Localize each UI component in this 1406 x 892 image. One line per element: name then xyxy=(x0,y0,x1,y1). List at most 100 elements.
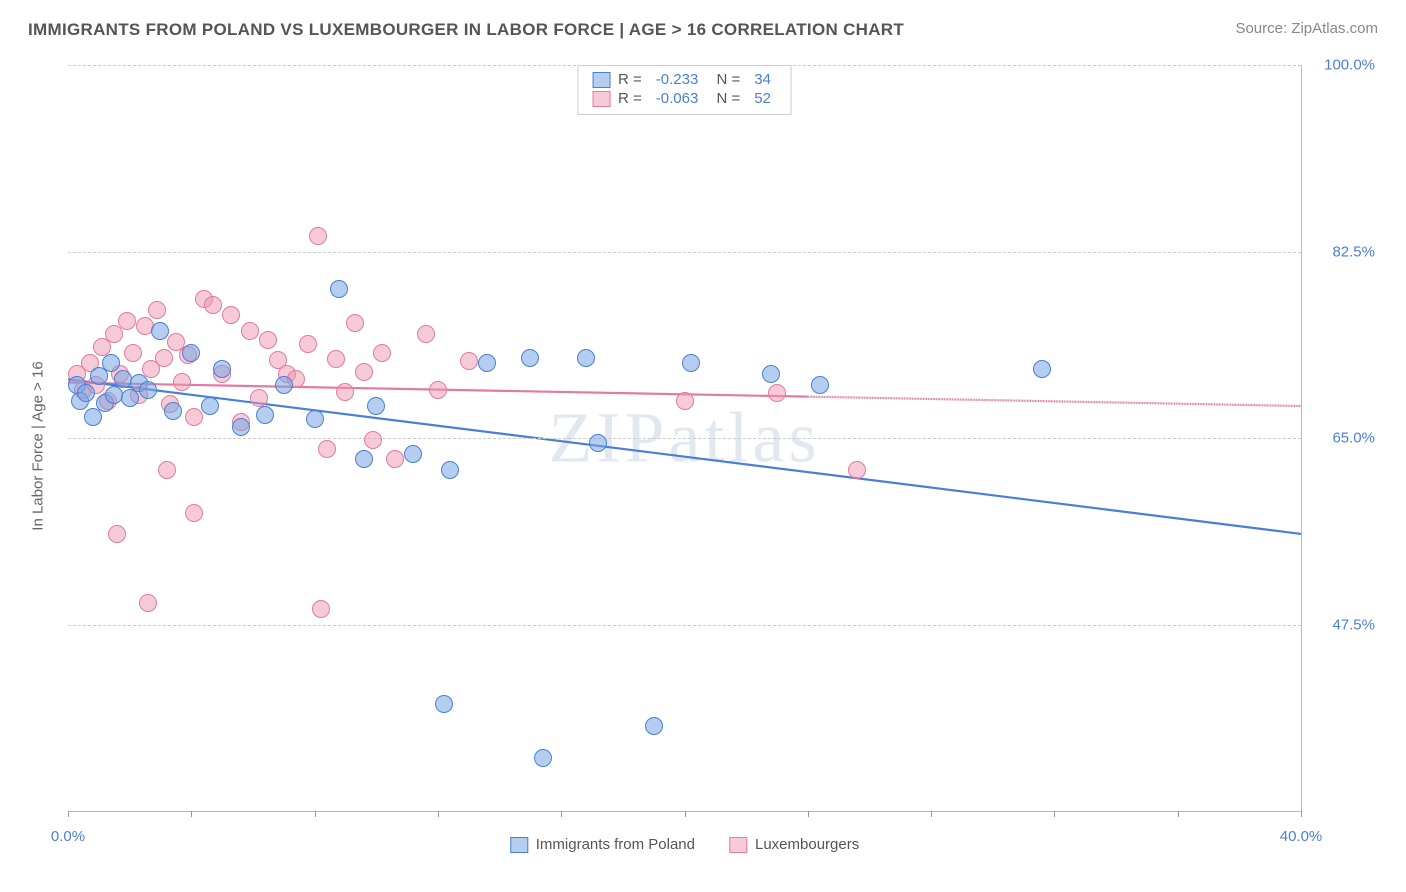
scatter-point-b xyxy=(346,314,364,332)
x-tick xyxy=(808,811,809,817)
scatter-point-b xyxy=(158,461,176,479)
legend-swatch xyxy=(592,91,610,107)
chart-title: IMMIGRANTS FROM POLAND VS LUXEMBOURGER I… xyxy=(28,20,904,40)
scatter-point-a xyxy=(404,445,422,463)
scatter-point-a xyxy=(811,376,829,394)
x-tick xyxy=(1178,811,1179,817)
scatter-point-b xyxy=(139,594,157,612)
scatter-point-a xyxy=(589,434,607,452)
scatter-point-b xyxy=(185,504,203,522)
scatter-point-b xyxy=(259,331,277,349)
scatter-point-b xyxy=(429,381,447,399)
scatter-point-a xyxy=(682,354,700,372)
scatter-point-b xyxy=(173,373,191,391)
scatter-point-b xyxy=(124,344,142,362)
scatter-point-a xyxy=(306,410,324,428)
scatter-point-b xyxy=(373,344,391,362)
scatter-point-b xyxy=(118,312,136,330)
scatter-point-a xyxy=(213,360,231,378)
scatter-point-b xyxy=(460,352,478,370)
scatter-point-b xyxy=(318,440,336,458)
x-tick xyxy=(315,811,316,817)
chart-container: IMMIGRANTS FROM POLAND VS LUXEMBOURGER I… xyxy=(20,20,1386,872)
scatter-point-a xyxy=(762,365,780,383)
n-label: N = xyxy=(712,90,740,107)
scatter-point-a xyxy=(534,749,552,767)
n-label: N = xyxy=(712,71,740,88)
scatter-point-a xyxy=(645,717,663,735)
scatter-point-b xyxy=(222,306,240,324)
scatter-point-a xyxy=(182,344,200,362)
x-tick xyxy=(1301,811,1302,817)
scatter-point-b xyxy=(204,296,222,314)
y-tick-label: 82.5% xyxy=(1309,243,1375,260)
trend-line xyxy=(808,397,1301,406)
scatter-point-b xyxy=(108,525,126,543)
y-tick-label: 47.5% xyxy=(1309,616,1375,633)
scatter-point-b xyxy=(364,431,382,449)
scatter-point-b xyxy=(148,301,166,319)
scatter-point-b xyxy=(848,461,866,479)
scatter-point-a xyxy=(256,406,274,424)
scatter-point-b xyxy=(386,450,404,468)
scatter-point-b xyxy=(327,350,345,368)
legend-item: Immigrants from Poland xyxy=(510,836,695,853)
scatter-point-a xyxy=(164,402,182,420)
r-value: -0.063 xyxy=(650,90,705,107)
legend-label: Luxembourgers xyxy=(755,836,859,853)
scatter-point-a xyxy=(201,397,219,415)
scatter-point-a xyxy=(355,450,373,468)
scatter-point-a xyxy=(84,408,102,426)
x-tick xyxy=(1054,811,1055,817)
scatter-point-a xyxy=(478,354,496,372)
x-tick xyxy=(438,811,439,817)
gridline xyxy=(68,438,1301,439)
scatter-point-a xyxy=(232,418,250,436)
r-label: R = xyxy=(618,90,642,107)
r-label: R = xyxy=(618,71,642,88)
scatter-point-a xyxy=(102,354,120,372)
scatter-point-b xyxy=(417,325,435,343)
x-tick-label: 40.0% xyxy=(1280,828,1323,845)
scatter-point-b xyxy=(336,383,354,401)
scatter-point-a xyxy=(77,384,95,402)
scatter-point-b xyxy=(155,349,173,367)
series-legend: Immigrants from Poland Luxembourgers xyxy=(510,836,859,853)
x-tick xyxy=(191,811,192,817)
y-tick-label: 100.0% xyxy=(1309,57,1375,74)
scatter-point-a xyxy=(330,280,348,298)
gridline xyxy=(68,625,1301,626)
scatter-point-a xyxy=(139,381,157,399)
title-row: IMMIGRANTS FROM POLAND VS LUXEMBOURGER I… xyxy=(20,20,1386,44)
scatter-point-a xyxy=(1033,360,1051,378)
scatter-point-a xyxy=(441,461,459,479)
scatter-point-a xyxy=(521,349,539,367)
scatter-point-b xyxy=(676,392,694,410)
scatter-point-b xyxy=(312,600,330,618)
gridline xyxy=(68,252,1301,253)
n-value: 52 xyxy=(748,90,777,107)
y-tick-label: 65.0% xyxy=(1309,430,1375,447)
scatter-point-b xyxy=(250,389,268,407)
r-value: -0.233 xyxy=(650,71,705,88)
plot-area: ZIPatlas R =-0.233 N =34R =-0.063 N =52 … xyxy=(68,65,1302,812)
scatter-point-b xyxy=(355,363,373,381)
source-label: Source: ZipAtlas.com xyxy=(1235,20,1378,37)
legend-swatch xyxy=(592,72,610,88)
scatter-point-b xyxy=(768,384,786,402)
scatter-point-a xyxy=(435,695,453,713)
x-tick-label: 0.0% xyxy=(51,828,85,845)
legend-swatch xyxy=(729,837,747,853)
x-tick xyxy=(561,811,562,817)
legend-row: R = -0.233 N = 34 xyxy=(592,70,777,89)
n-value: 34 xyxy=(748,71,777,88)
scatter-point-b xyxy=(241,322,259,340)
legend-row: R = -0.063 N = 52 xyxy=(592,89,777,108)
y-axis-title: In Labor Force | Age > 16 xyxy=(30,361,47,530)
scatter-point-a xyxy=(367,397,385,415)
scatter-point-b xyxy=(299,335,317,353)
legend-label: Immigrants from Poland xyxy=(536,836,695,853)
x-tick xyxy=(685,811,686,817)
x-tick xyxy=(68,811,69,817)
scatter-point-a xyxy=(275,376,293,394)
